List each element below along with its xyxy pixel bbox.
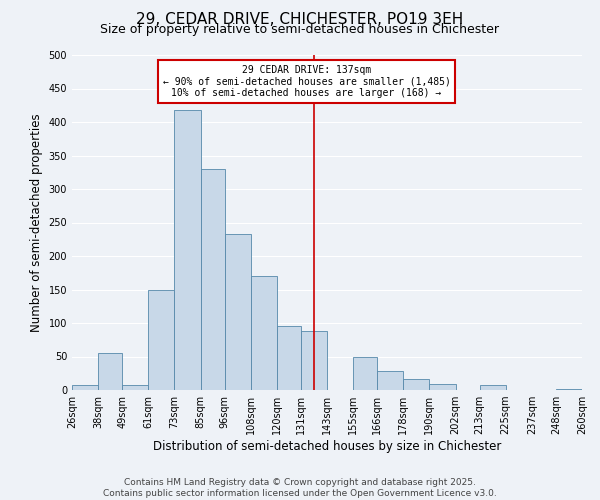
Bar <box>122 386 148 390</box>
Bar <box>403 378 430 390</box>
X-axis label: Distribution of semi-detached houses by size in Chichester: Distribution of semi-detached houses by … <box>153 440 501 453</box>
Bar <box>200 169 224 390</box>
Bar <box>175 110 200 390</box>
Bar <box>72 386 98 390</box>
Text: 29, CEDAR DRIVE, CHICHESTER, PO19 3EH: 29, CEDAR DRIVE, CHICHESTER, PO19 3EH <box>136 12 464 28</box>
Text: 29 CEDAR DRIVE: 137sqm
← 90% of semi-detached houses are smaller (1,485)
10% of : 29 CEDAR DRIVE: 137sqm ← 90% of semi-det… <box>163 65 451 98</box>
Y-axis label: Number of semi-detached properties: Number of semi-detached properties <box>30 113 43 332</box>
Bar <box>353 356 377 390</box>
Text: Contains HM Land Registry data © Crown copyright and database right 2025.
Contai: Contains HM Land Registry data © Crown c… <box>103 478 497 498</box>
Bar <box>224 234 251 390</box>
Bar <box>277 326 301 390</box>
Text: Size of property relative to semi-detached houses in Chichester: Size of property relative to semi-detach… <box>101 22 499 36</box>
Bar <box>98 353 122 390</box>
Bar <box>430 384 455 390</box>
Bar <box>301 331 327 390</box>
Bar <box>556 388 582 390</box>
Bar <box>479 386 506 390</box>
Bar <box>377 371 403 390</box>
Bar <box>148 290 175 390</box>
Bar <box>251 276 277 390</box>
